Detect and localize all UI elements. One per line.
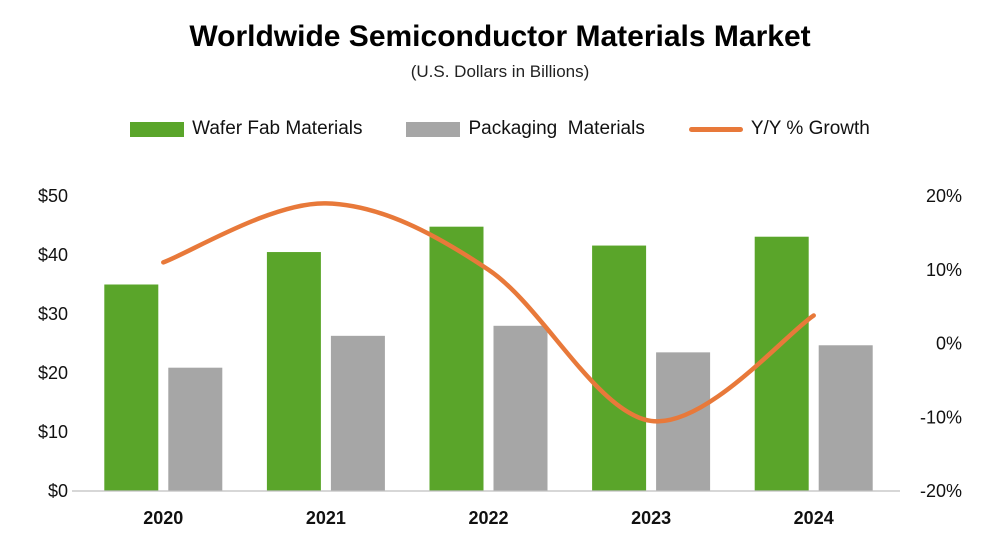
growth-line [161,201,816,424]
chart-legend: Wafer Fab Materials Packaging Materials … [0,118,1000,140]
y-left-tick-label: $50 [38,186,68,206]
x-tick-label: 2023 [631,508,671,528]
y-left-tick-label: $20 [38,363,68,383]
legend-swatch-packaging [406,121,461,137]
legend-label-growth: Y/Y % Growth [750,118,870,139]
legend-item-wafer-fab: Wafer Fab Materials [130,118,362,140]
bars-layer [104,226,873,491]
legend-item-growth: Y/Y % Growth [688,118,870,140]
bar-packaging-materials-2020 [168,367,223,491]
x-tick-label: 2021 [306,508,346,528]
y-left-tick-label: $40 [38,245,68,265]
x-tick-label: 2022 [468,508,508,528]
legend-label-packaging: Packaging Materials [468,118,645,139]
legend-label-wafer-fab: Wafer Fab Materials [192,118,363,139]
y-right-tick-label: 10% [926,260,962,280]
bar-wafer-fab-materials-2022 [429,226,484,491]
legend-swatch-growth [688,126,743,132]
bar-packaging-materials-2021 [330,335,385,491]
legend-swatch-wafer-fab [130,121,185,137]
bar-packaging-materials-2024 [818,345,873,491]
bar-wafer-fab-materials-2023 [592,245,647,491]
growth-line-layer [161,201,816,424]
y-left-tick-label: $0 [48,481,68,501]
x-tick-label: 2024 [794,508,834,528]
bar-wafer-fab-materials-2020 [104,284,159,491]
bar-wafer-fab-materials-2024 [754,236,809,491]
y-left-tick-label: $30 [38,304,68,324]
y-right-tick-label: 0% [936,334,962,354]
ticks-layer: $0 $10 $20 $30 $40 $50 -20% -10% 0% 10% 20% 2020 202… [38,186,962,528]
y-right-tick-label: -20% [920,481,962,501]
x-tick-label: 2020 [143,508,183,528]
y-right-tick-label: -10% [920,407,962,427]
y-right-tick-label: 20% [926,186,962,206]
chart-title: Worldwide Semiconductor Materials Market [189,20,811,53]
y-left-tick-label: $10 [38,422,68,442]
legend-item-packaging: Packaging Materials [406,118,645,140]
chart-subtitle: (U.S. Dollars in Billions) [410,62,590,81]
bar-wafer-fab-materials-2021 [266,252,321,491]
bar-packaging-materials-2022 [493,325,548,491]
